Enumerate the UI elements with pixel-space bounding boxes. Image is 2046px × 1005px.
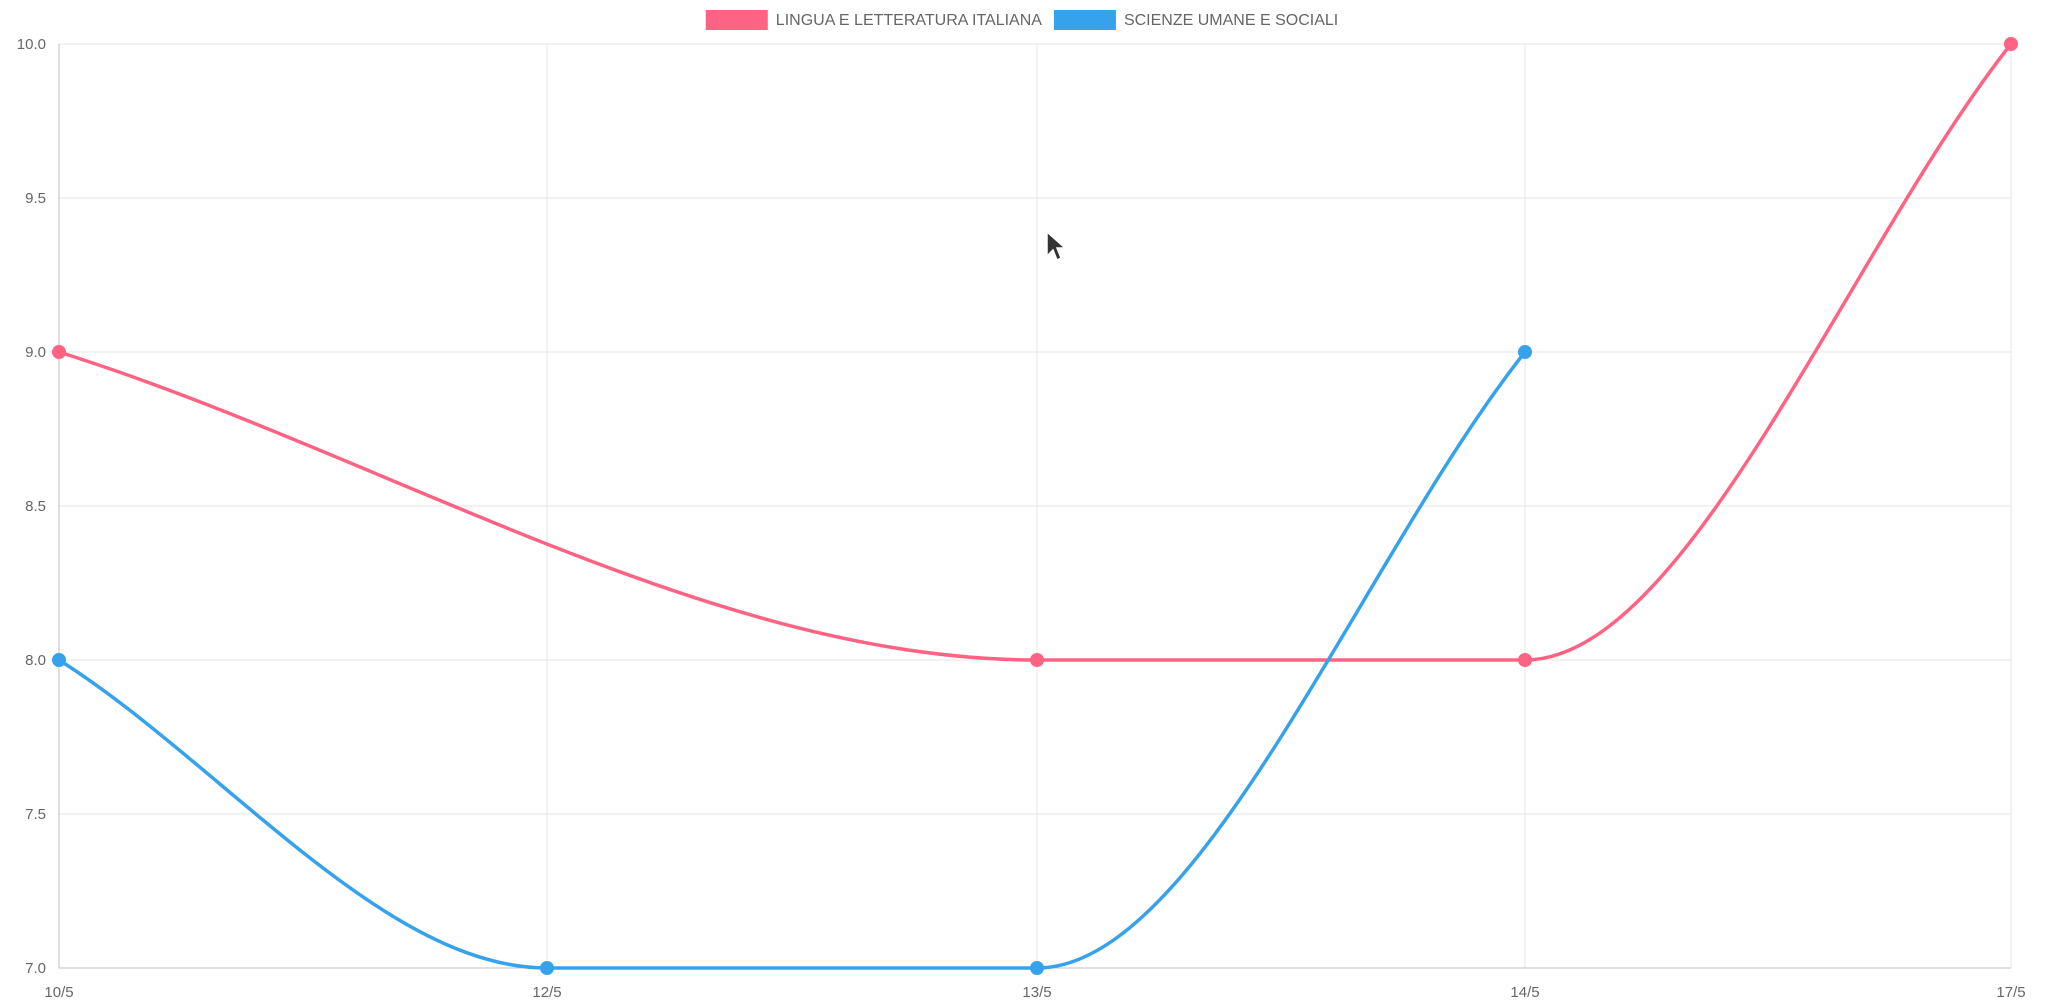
y-axis-tick-labels: 10.0 9.5 9.0 8.5 8.0 7.5 7.0 (17, 36, 46, 977)
legend-swatch-2[interactable] (1053, 10, 1116, 30)
x-tick-label: 13/5 (1022, 984, 1051, 1001)
series-2-point[interactable] (540, 961, 554, 975)
y-tick-label: 7.5 (25, 806, 46, 823)
series-2-point[interactable] (52, 653, 66, 667)
y-tick-label: 8.5 (25, 498, 46, 515)
series-1-point[interactable] (1030, 653, 1044, 667)
series-points (52, 37, 2018, 975)
x-tick-label: 12/5 (532, 984, 561, 1001)
series-line-1 (57, 42, 2013, 662)
series-1-point[interactable] (1518, 653, 1532, 667)
legend-label-1[interactable]: LINGUA E LETTERATURA ITALIANA (776, 12, 1042, 29)
mouse-pointer-icon (1046, 230, 1067, 262)
y-tick-label: 8.0 (25, 652, 46, 669)
series-1-point[interactable] (52, 345, 66, 359)
y-tick-label: 10.0 (17, 36, 46, 53)
series-2-point[interactable] (1518, 345, 1532, 359)
x-axis-tick-labels: 10/5 12/5 13/5 14/5 17/5 (44, 984, 2025, 1001)
series-line-2 (57, 350, 1527, 970)
x-tick-label: 10/5 (44, 984, 73, 1001)
y-tick-label: 7.0 (25, 960, 46, 977)
legend-label-2[interactable]: SCIENZE UMANE E SOCIALI (1124, 12, 1338, 29)
series-lines (57, 42, 2013, 970)
series-2-point[interactable] (1030, 961, 1044, 975)
legend-swatch-1[interactable] (705, 10, 768, 30)
y-tick-label: 9.5 (25, 190, 46, 207)
legend: LINGUA E LETTERATURA ITALIANA SCIENZE UMA… (705, 10, 1338, 30)
y-tick-label: 9.0 (25, 344, 46, 361)
series-1-point[interactable] (2004, 37, 2018, 51)
x-tick-label: 17/5 (1996, 984, 2025, 1001)
x-tick-label: 14/5 (1510, 984, 1539, 1001)
